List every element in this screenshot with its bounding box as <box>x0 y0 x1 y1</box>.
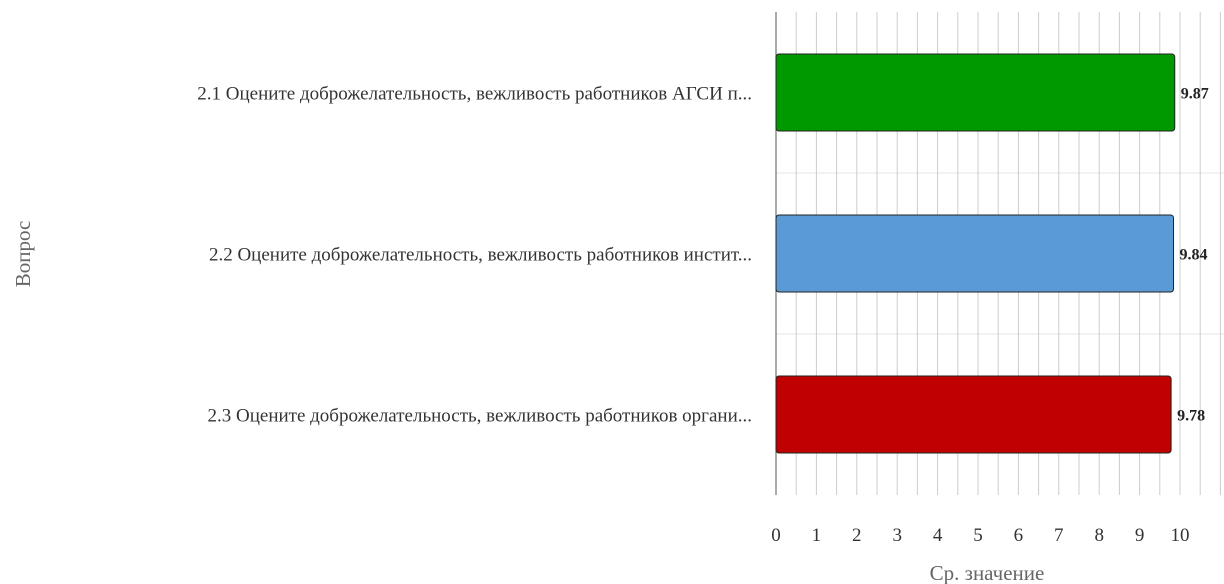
y-axis-title: Вопрос <box>11 221 35 288</box>
bar <box>775 214 1175 293</box>
data-label: 9.78 <box>1177 408 1205 425</box>
category-label: 2.2 Оцените доброжелательность, вежливос… <box>209 245 752 266</box>
x-tick-label: 0 <box>771 525 781 546</box>
x-tick-label: 3 <box>892 525 902 546</box>
x-tick-label: 8 <box>1094 525 1104 546</box>
category-label: 2.1 Оцените доброжелательность, вежливос… <box>197 84 752 105</box>
data-label: 9.87 <box>1181 86 1209 103</box>
x-tick-label: 4 <box>933 525 943 546</box>
x-tick-label: 1 <box>812 525 822 546</box>
bar <box>775 53 1176 132</box>
category-label: 2.3 Оцените доброжелательность, вежливос… <box>208 406 753 427</box>
x-axis-title: Ср. значение <box>930 561 1045 584</box>
bars <box>775 53 1176 454</box>
x-tick-label: 2 <box>852 525 862 546</box>
bar <box>775 375 1172 454</box>
x-tick-label: 5 <box>973 525 983 546</box>
x-tick-label: 9 <box>1135 525 1145 546</box>
x-tick-label: 10 <box>1171 525 1190 546</box>
data-label: 9.84 <box>1180 247 1208 264</box>
labels: 0 1 2 3 4 5 6 7 8 9 10 2.1 Оцените доброжелательнос… <box>197 84 1208 547</box>
x-tick-label: 7 <box>1054 525 1064 546</box>
x-tick-label: 6 <box>1014 525 1024 546</box>
